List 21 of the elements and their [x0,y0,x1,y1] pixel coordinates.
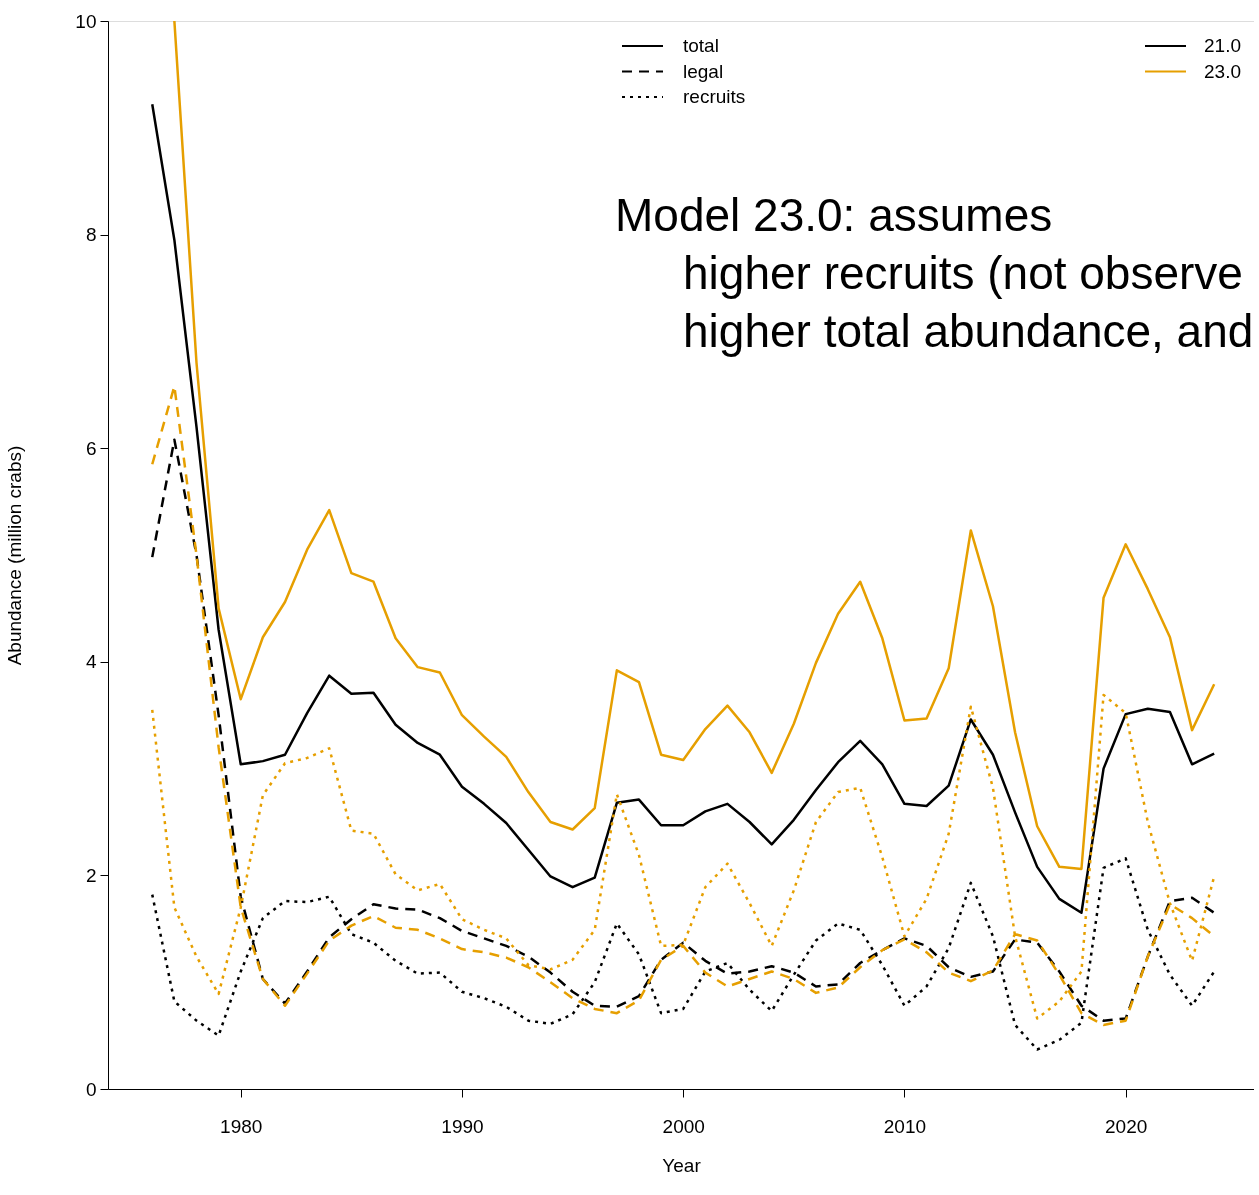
x-tick-label: 1990 [441,1115,484,1137]
legend-label: total [683,35,719,56]
y-tick-label: 8 [85,224,97,246]
annotation: higher total abundance, and [683,305,1254,357]
y-tick-label: 0 [85,1078,97,1100]
x-tick-label: 2020 [1105,1115,1148,1137]
y-axis-title: Abundance (million crabs) [4,445,26,666]
annotation: 23.0 [1204,60,1241,82]
x-tick-label: 2010 [883,1115,927,1137]
x-axis-title: Year [662,1154,702,1176]
y-tick-label: 6 [85,437,97,459]
y-tick-label: 4 [85,651,97,673]
legend-label: recruits [683,86,746,107]
x-tick-label: 2000 [662,1115,705,1137]
annotation: 21.0 [1204,35,1241,56]
annotation: higher recruits (not observe [683,247,1243,299]
y-tick-label: 2 [85,864,97,886]
x-tick-label: 1980 [220,1115,263,1137]
y-tick-label: 10 [75,10,97,32]
annotation: Model 23.0: assumes [615,189,1053,241]
legend-label: legal [683,60,724,82]
